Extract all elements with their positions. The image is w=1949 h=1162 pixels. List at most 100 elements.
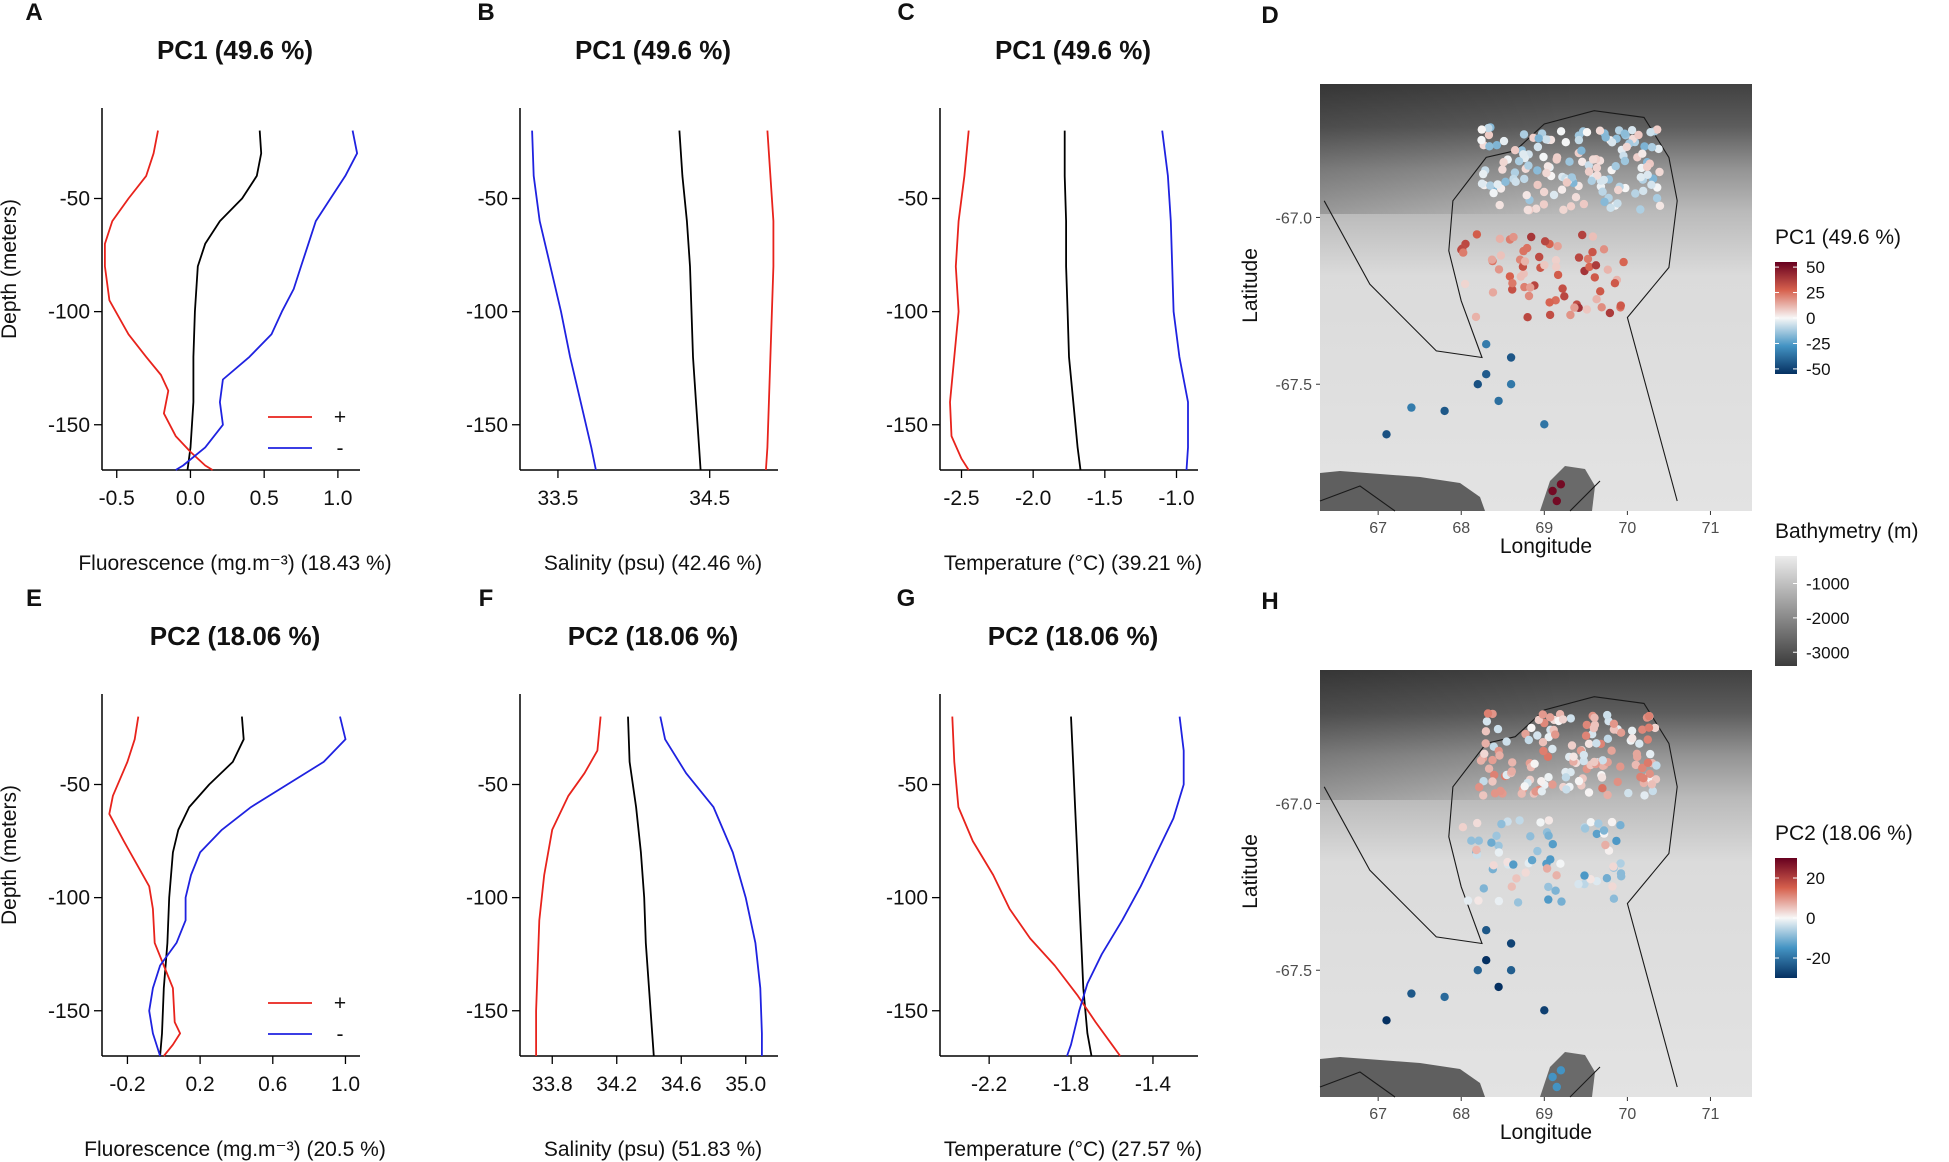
x-tick-label: 68 <box>1452 1106 1470 1123</box>
station-point <box>1510 168 1520 177</box>
station-point <box>1489 188 1498 198</box>
station-point <box>1581 731 1591 740</box>
x-tick-label: 69 <box>1535 1106 1553 1123</box>
y-axis-label: Depth (meters) <box>0 199 21 339</box>
station-point <box>1508 285 1517 294</box>
panel-B: B PC1 (49.6 %) -50 -100 -150 33.5 34.5 Salinity… <box>466 0 778 575</box>
y-tick-label: -50 <box>898 774 928 797</box>
x-tick-label: 34.6 <box>661 1073 702 1096</box>
station-point <box>1493 724 1503 734</box>
station-point <box>1482 370 1491 379</box>
region-boundary-south <box>1319 485 1396 512</box>
x-tick-label: 34.5 <box>689 487 730 510</box>
station-point <box>1645 769 1655 778</box>
station-point <box>1512 874 1521 883</box>
station-point <box>1508 279 1517 288</box>
station-point <box>1537 777 1546 786</box>
station-point <box>1567 741 1577 750</box>
station-point <box>1477 125 1487 134</box>
region-boundary-south <box>1319 1071 1396 1098</box>
x-axis-label: Salinity (psu) (51.83 %) <box>544 1138 762 1161</box>
station-point <box>1588 232 1598 241</box>
station-point <box>1483 709 1493 718</box>
bathymetry-legend-title: Bathymetry (m) <box>1775 520 1919 543</box>
station-point <box>1584 167 1594 176</box>
station-point <box>1584 739 1594 748</box>
station-point <box>1560 292 1569 301</box>
panel-letter: G <box>897 585 916 612</box>
x-tick-label: -1.0 <box>1158 487 1194 510</box>
station-point <box>1609 719 1619 728</box>
station-point <box>1636 205 1645 214</box>
station-point <box>1635 739 1644 748</box>
station-point <box>1509 860 1518 869</box>
station-point <box>1557 185 1567 194</box>
station-point <box>1552 496 1562 506</box>
panel-F: F PC2 (18.06 %) -50 -100 -150 33.8 34.2 34.6 35.… <box>466 585 778 1161</box>
x-tick-label: 33.5 <box>538 487 579 510</box>
station-point <box>1574 253 1584 262</box>
station-point <box>1538 710 1548 719</box>
station-point <box>1613 777 1622 787</box>
station-point <box>1584 161 1594 170</box>
station-point <box>1644 711 1654 721</box>
legend-title: PC1 (49.6 %) <box>1775 226 1901 249</box>
y-tick-label: -67.0 <box>1276 210 1313 227</box>
station-point <box>1490 789 1500 798</box>
station-point <box>1481 739 1490 748</box>
x-tick-label: 71 <box>1702 1106 1720 1123</box>
station-point <box>1631 760 1641 770</box>
y-tick-label: -100 <box>886 301 928 324</box>
x-tick-label: -1.5 <box>1087 487 1123 510</box>
station-point <box>1524 735 1534 745</box>
station-point <box>1533 731 1542 740</box>
station-point <box>1382 430 1391 439</box>
x-axis-label: Longitude <box>1500 1121 1592 1144</box>
x-axis-label: Fluorescence (mg.m⁻³) (18.43 %) <box>78 552 391 575</box>
station-point <box>1484 130 1494 140</box>
station-point <box>1620 156 1630 166</box>
series-line-pos <box>104 130 214 471</box>
x-tick-label: 69 <box>1535 520 1553 537</box>
series-line-mean <box>159 716 245 1057</box>
station-point <box>1638 149 1647 158</box>
station-point <box>1602 874 1612 883</box>
station-point <box>1557 897 1566 906</box>
station-point <box>1495 200 1504 210</box>
panel-A: A PC1 (49.6 %) -50 -100 -150 -0.5 0.0 0.5 1.0 Flu… <box>0 0 392 575</box>
station-point <box>1508 758 1517 767</box>
station-point <box>1484 764 1494 773</box>
station-point <box>1530 759 1539 768</box>
station-point <box>1494 848 1504 857</box>
series-line-mean <box>627 716 655 1057</box>
station-point <box>1495 751 1504 760</box>
panel-title: PC1 (49.6 %) <box>157 35 313 65</box>
station-point <box>1603 734 1613 743</box>
station-point <box>1601 133 1610 142</box>
station-point <box>1620 129 1629 138</box>
map-panel-D: D 67 68 69 70 71 -67.0 -67.5 Longitude Latitude PC… <box>1239 2 1901 558</box>
station-point <box>1655 167 1664 177</box>
station-point <box>1603 790 1612 800</box>
station-point <box>1606 203 1615 212</box>
x-tick-label: 0.0 <box>176 487 205 510</box>
station-point <box>1542 168 1551 178</box>
station-point <box>1613 199 1622 208</box>
station-point <box>1524 161 1533 170</box>
region-boundary <box>1323 696 1678 1088</box>
bathymetry-tick-label: -2000 <box>1806 609 1849 628</box>
station-point <box>1531 787 1540 796</box>
station-point <box>1515 816 1524 825</box>
station-point <box>1619 257 1628 267</box>
colorbar-tick-label: 0 <box>1806 909 1815 928</box>
station-point <box>1652 194 1662 203</box>
x-tick-label: 67 <box>1369 1106 1387 1123</box>
station-point <box>1517 789 1526 798</box>
station-point <box>1523 313 1532 322</box>
station-point <box>1596 287 1605 296</box>
station-point <box>1542 864 1552 873</box>
station-point <box>1597 303 1606 312</box>
station-point <box>1471 312 1481 322</box>
station-point <box>1510 146 1520 155</box>
station-point <box>1485 142 1494 151</box>
